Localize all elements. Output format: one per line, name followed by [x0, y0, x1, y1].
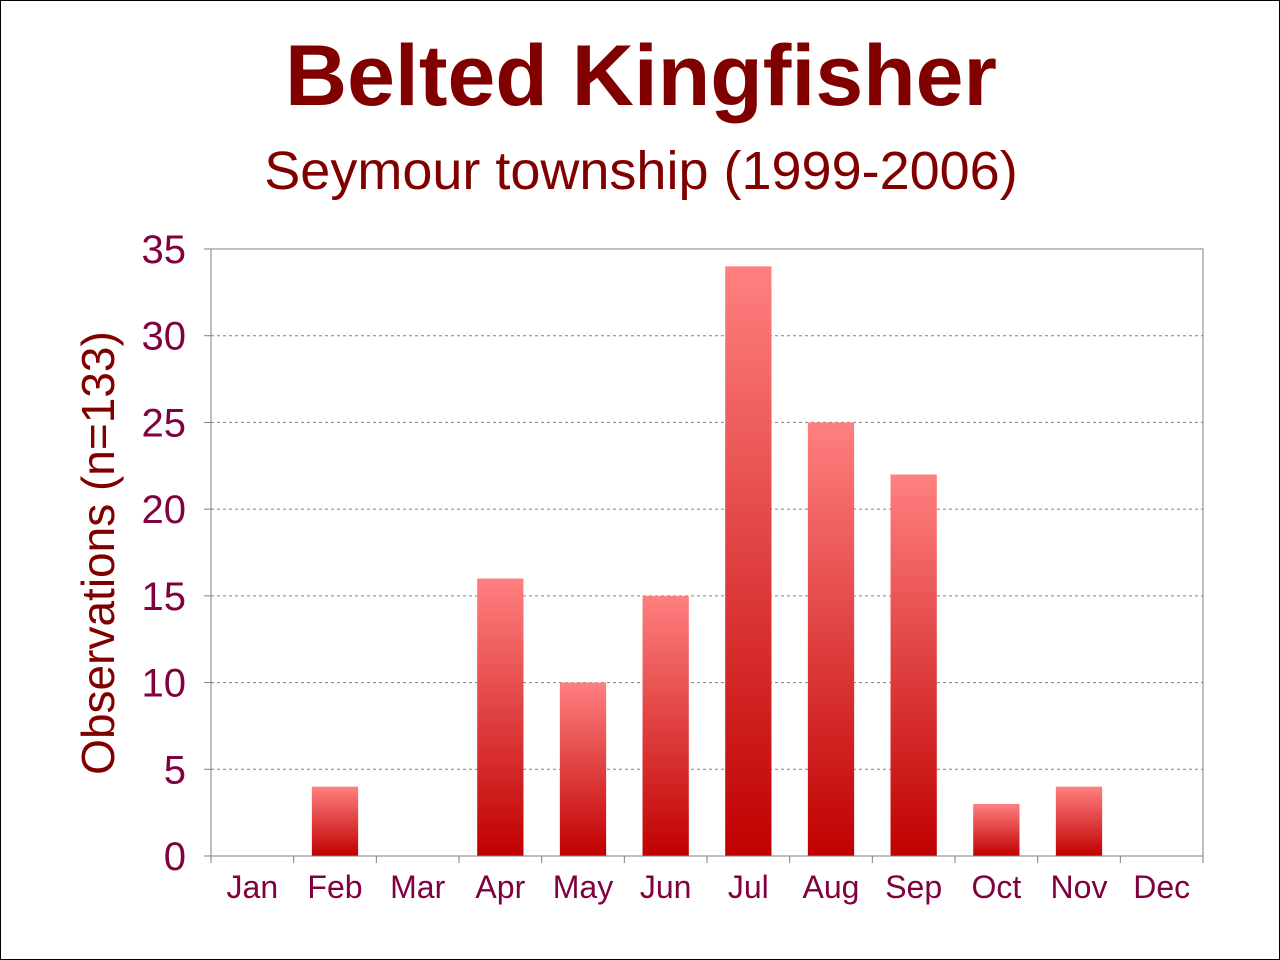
x-tick-label: Jul: [728, 869, 769, 905]
x-tick-label: Jan: [227, 869, 279, 905]
y-tick-label: 20: [142, 488, 187, 532]
y-tick-label: 5: [164, 748, 186, 792]
bar-jun: [642, 595, 689, 856]
x-tick-label: Feb: [307, 869, 362, 905]
y-tick-label: 10: [142, 662, 187, 706]
x-tick-label: Aug: [803, 869, 860, 905]
x-tick-label: Nov: [1051, 869, 1108, 905]
gridlines: [211, 335, 1203, 770]
axes: [204, 248, 1204, 863]
bars: [311, 266, 1103, 856]
x-tick-label: Sep: [885, 869, 942, 905]
y-tick-labels: 0 5 10 15 20 25 30 35: [142, 228, 187, 879]
bar-nov: [1055, 786, 1103, 856]
x-tick-label: May: [553, 869, 613, 905]
x-tick-label: Dec: [1133, 869, 1190, 905]
y-axis-label: Observations (n=133): [72, 331, 124, 775]
y-tick-label: 0: [164, 835, 186, 879]
bar-feb: [311, 786, 359, 856]
y-tick-label: 25: [142, 401, 187, 445]
chart-subtitle: Seymour township (1999-2006): [264, 141, 1017, 201]
bar-jul: [725, 266, 772, 856]
y-tick-label: 35: [142, 228, 187, 272]
y-tick-label: 30: [142, 315, 187, 359]
bar-apr: [477, 578, 524, 856]
x-tick-label: Apr: [475, 869, 525, 905]
x-tick-label: Mar: [390, 869, 445, 905]
x-tick-label: Jun: [640, 869, 692, 905]
x-tick-labels: Jan Feb Mar Apr May Jun Jul Aug Sep Oct Nov Dec: [227, 869, 1191, 905]
chart-title: Belted Kingfisher: [285, 28, 997, 124]
plot-area: [210, 248, 1204, 857]
bar-sep: [890, 474, 937, 856]
bar-oct: [973, 803, 1020, 856]
bar-aug: [807, 422, 855, 856]
x-tick-label: Oct: [971, 869, 1021, 905]
y-tick-label: 15: [142, 575, 187, 619]
bar-may: [559, 682, 607, 856]
